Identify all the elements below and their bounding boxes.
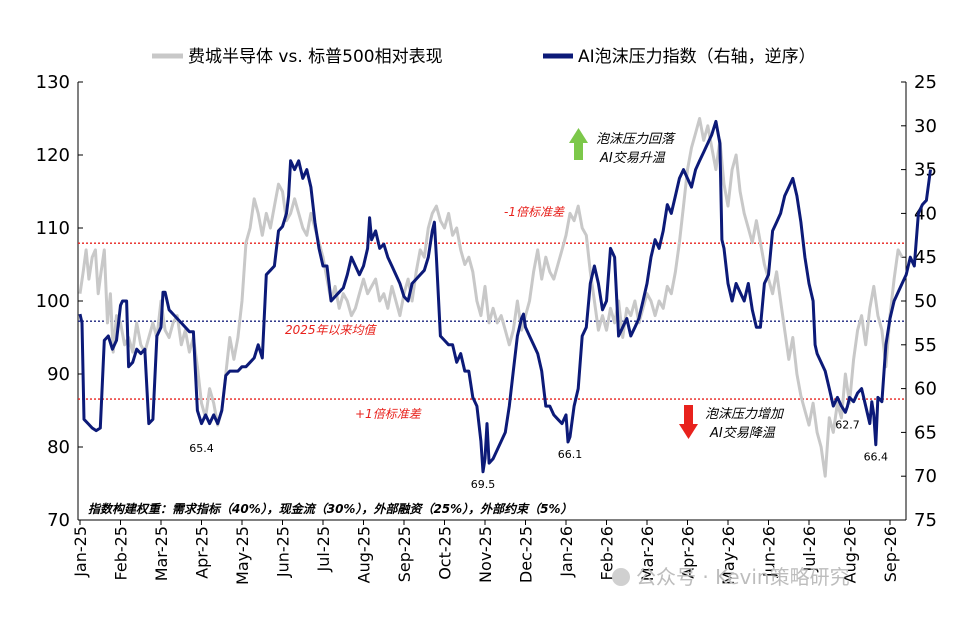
reference-lines — [78, 242, 906, 400]
left-tick-label: 100 — [36, 291, 70, 312]
right-tick-label: 70 — [914, 466, 937, 487]
x-tick-label: May-26 — [719, 526, 738, 585]
up-arrow-icon — [569, 128, 588, 160]
footnote: 指数构建权重：需求指标（40%），现金流（30%），外部融资（25%），外部约束… — [88, 502, 573, 516]
point-label: 66.1 — [558, 448, 583, 461]
right-tick-label: 25 — [914, 72, 937, 93]
annotation-bottom-line1: 泡沫压力增加 — [705, 407, 785, 422]
left-tick-label: 90 — [47, 364, 70, 385]
right-tick-label: 65 — [914, 422, 937, 443]
x-tick-label: Sep-25 — [395, 526, 414, 582]
down-arrow-icon — [679, 405, 698, 439]
x-tick-label: Dec-25 — [517, 526, 536, 583]
ref-label-plus1sd: +1倍标准差 — [355, 407, 422, 421]
point-label: 66.4 — [864, 451, 889, 464]
x-tick-label: Jan-26 — [557, 526, 576, 578]
right-tick-label: 55 — [914, 335, 937, 356]
wechat-icon — [612, 568, 630, 586]
watermark-text: 公众号 · Kevin策略研究 — [636, 565, 850, 589]
right-tick-label: 45 — [914, 247, 937, 268]
series-line-navy — [78, 119, 932, 474]
left-tick-label: 130 — [36, 72, 70, 93]
right-tick-label: 75 — [914, 510, 937, 531]
left-axis-ticks: 70 80 90 100 110 120 130 — [36, 72, 83, 531]
x-axis-ticks: Jan-25 Feb-25 Mar-25 Apr-25 May-25 Jun-25 Jul-… — [71, 520, 900, 585]
left-tick-label: 80 — [47, 437, 70, 458]
watermark: 公众号 · Kevin策略研究 — [612, 565, 850, 589]
x-tick-label: Sep-26 — [881, 526, 900, 582]
x-tick-label: Feb-25 — [112, 526, 131, 580]
point-label: 69.5 — [471, 478, 496, 491]
ref-label-minus1sd: -1倍标准差 — [504, 205, 565, 219]
x-tick-label: Mar-26 — [638, 526, 657, 581]
x-tick-label: Aug-25 — [355, 526, 374, 583]
x-tick-label: Apr-25 — [193, 526, 212, 579]
ref-label-mean: 2025年以来均值 — [285, 323, 378, 337]
right-tick-label: 30 — [914, 116, 937, 137]
x-tick-label: Jul-25 — [314, 526, 333, 572]
right-tick-label: 35 — [914, 160, 937, 181]
x-tick-label: Jul-26 — [800, 526, 819, 572]
right-tick-label: 60 — [914, 379, 937, 400]
x-tick-label: Jan-25 — [71, 526, 90, 578]
x-tick-label: Feb-26 — [598, 526, 617, 580]
point-label: 62.7 — [835, 418, 860, 431]
legend-label-navy: AI泡沫压力指数（右轴，逆序） — [578, 47, 816, 67]
left-tick-label: 120 — [36, 145, 70, 166]
x-tick-label: Nov-25 — [476, 526, 495, 583]
annotation-bottom-line2: AI交易降温 — [709, 425, 776, 441]
left-tick-label: 70 — [47, 510, 70, 531]
x-tick-label: Mar-25 — [152, 526, 171, 581]
x-tick-label: Oct-25 — [436, 526, 455, 580]
x-tick-label: Aug-26 — [841, 526, 860, 583]
annotation-top-line1: 泡沫压力回落 — [596, 132, 676, 147]
series-line-gray — [78, 117, 904, 478]
x-tick-label: Jun-26 — [760, 526, 779, 578]
point-label: 65.4 — [189, 442, 214, 455]
annotation-top-line2: AI交易升温 — [599, 150, 666, 166]
right-tick-label: 50 — [914, 291, 937, 312]
x-tick-label: May-25 — [233, 526, 252, 585]
x-tick-label: Apr-26 — [679, 526, 698, 579]
x-tick-label: Jun-25 — [274, 526, 293, 578]
legend: 费城半导体 vs. 标普500相对表现 AI泡沫压力指数（右轴，逆序） — [152, 47, 816, 67]
point-labels: 65.4 69.5 66.1 62.7 66.4 — [189, 418, 888, 491]
left-tick-label: 110 — [36, 218, 70, 239]
legend-label-gray: 费城半导体 vs. 标普500相对表现 — [188, 47, 443, 67]
